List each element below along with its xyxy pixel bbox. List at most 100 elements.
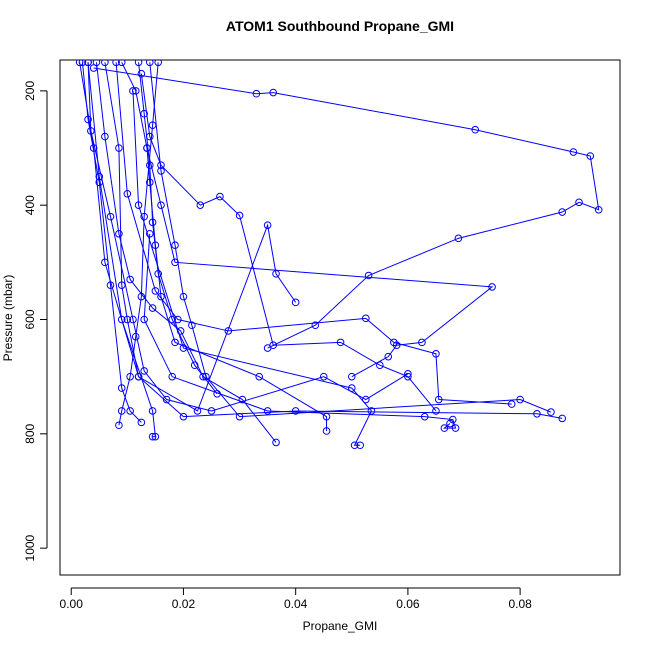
data-point: [134, 372, 143, 381]
data-point: [171, 241, 179, 249]
data-point: [272, 269, 280, 278]
data-point: [117, 384, 126, 392]
data-point: [188, 321, 196, 330]
data-point: [586, 152, 595, 160]
data-point: [558, 208, 567, 216]
data-point: [171, 338, 179, 347]
data-point: [507, 400, 516, 408]
data-point: [140, 315, 148, 324]
data-point: [151, 432, 160, 441]
data-point: [131, 332, 140, 341]
data-point: [224, 327, 233, 335]
data-point: [106, 212, 115, 221]
data-point: [126, 275, 134, 284]
data-point: [434, 395, 443, 404]
data-point: [594, 205, 603, 214]
data-point: [516, 395, 524, 404]
data-point: [162, 395, 171, 404]
data-point: [145, 178, 154, 187]
series-line: [149, 62, 552, 418]
series-line: [95, 62, 277, 443]
series-line: [118, 62, 159, 426]
data-point: [235, 211, 244, 220]
y-tick-label: 400: [23, 195, 37, 215]
data-point: [420, 412, 429, 421]
x-tick-label: 0.04: [284, 597, 308, 611]
data-point: [255, 372, 263, 381]
data-point: [471, 125, 480, 134]
plot-area: [75, 60, 603, 450]
data-point: [196, 201, 205, 209]
data-point: [446, 419, 454, 428]
data-point: [263, 221, 272, 229]
data-point: [117, 60, 126, 67]
data-point: [151, 287, 160, 295]
data-point: [154, 60, 162, 67]
y-axis-label: Pressure (mbar): [1, 275, 15, 362]
x-tick-label: 0.08: [508, 597, 532, 611]
data-point: [157, 292, 165, 301]
data-point: [216, 192, 224, 201]
data-point: [322, 412, 331, 421]
y-tick-label: 800: [23, 423, 37, 443]
data-point: [362, 314, 370, 323]
data-point: [488, 283, 496, 291]
data-point: [126, 407, 134, 415]
data-point: [390, 338, 398, 347]
data-point: [117, 407, 126, 415]
data-point: [454, 234, 463, 243]
data-point: [148, 304, 157, 312]
data-point: [291, 298, 300, 307]
x-tick-label: 0.02: [172, 597, 196, 611]
data-point: [115, 229, 123, 238]
data-point: [134, 60, 143, 67]
data-point: [115, 421, 123, 430]
plot-frame: [59, 59, 621, 576]
data-point: [157, 167, 165, 175]
y-tick-label: 600: [23, 309, 37, 329]
data-point: [140, 109, 148, 118]
data-point: [84, 60, 92, 67]
data-point: [235, 412, 244, 421]
x-axis-label: Propane_GMI: [303, 619, 378, 633]
data-point: [78, 60, 87, 67]
data-point: [140, 367, 148, 375]
series-line: [132, 90, 373, 446]
series-line: [79, 62, 297, 412]
data-point: [148, 407, 157, 415]
data-point: [202, 372, 210, 381]
data-point: [404, 372, 412, 381]
series-line: [121, 62, 328, 431]
data-point: [123, 189, 132, 198]
data-point: [145, 60, 154, 67]
data-point: [451, 424, 460, 432]
series-line: [93, 67, 600, 349]
data-point: [145, 229, 154, 238]
data-point: [115, 144, 123, 152]
data-point: [112, 60, 120, 67]
data-point: [137, 69, 146, 78]
data-point: [145, 161, 154, 169]
data-point: [157, 201, 165, 209]
data-point: [84, 115, 92, 124]
data-point: [134, 201, 143, 209]
data-point: [207, 407, 216, 415]
data-point: [367, 407, 376, 415]
y-tick-label: 200: [23, 81, 37, 101]
data-point: [179, 412, 188, 421]
data-point: [92, 60, 101, 67]
series-line: [140, 73, 437, 412]
data-point: [117, 315, 126, 324]
data-point: [322, 427, 331, 435]
data-point: [350, 441, 359, 450]
data-point: [362, 395, 370, 404]
data-point: [432, 349, 440, 358]
data-point: [272, 438, 280, 447]
series-line: [81, 62, 142, 423]
data-point: [137, 418, 146, 427]
data-point: [432, 407, 440, 415]
chart-title: ATOM1 Southbound Propane_GMI: [226, 18, 454, 34]
data-point: [319, 372, 328, 381]
data-point: [101, 132, 109, 141]
